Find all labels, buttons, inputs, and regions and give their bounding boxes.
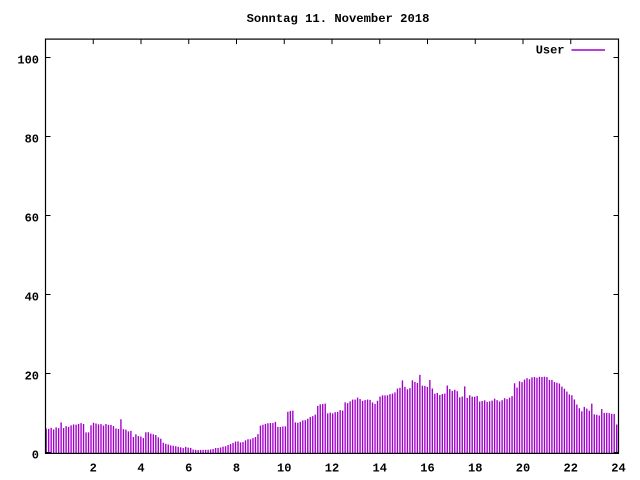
svg-text:20: 20 [516, 462, 530, 476]
svg-text:8: 8 [233, 462, 240, 476]
svg-text:22: 22 [564, 462, 578, 476]
svg-text:12: 12 [325, 462, 339, 476]
svg-text:14: 14 [373, 462, 387, 476]
svg-text:20: 20 [25, 370, 39, 384]
svg-text:60: 60 [25, 212, 39, 226]
svg-text:2: 2 [90, 462, 97, 476]
svg-text:100: 100 [17, 54, 39, 68]
svg-text:4: 4 [137, 462, 144, 476]
svg-text:10: 10 [277, 462, 291, 476]
svg-text:0: 0 [32, 449, 39, 463]
svg-text:18: 18 [468, 462, 482, 476]
svg-text:User: User [536, 44, 565, 58]
svg-text:40: 40 [25, 291, 39, 305]
svg-text:16: 16 [420, 462, 434, 476]
svg-text:24: 24 [611, 462, 625, 476]
svg-text:Sonntag 11. November 2018: Sonntag 11. November 2018 [247, 12, 430, 26]
svg-text:80: 80 [25, 133, 39, 147]
svg-text:6: 6 [185, 462, 192, 476]
